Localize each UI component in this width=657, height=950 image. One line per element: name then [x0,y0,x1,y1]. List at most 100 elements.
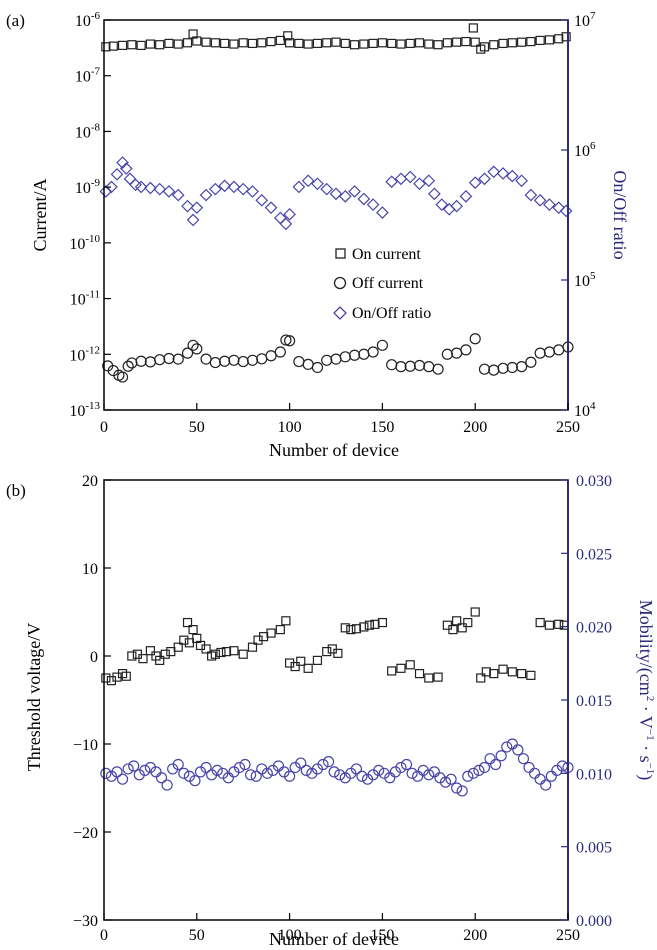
mobility-point [322,755,335,768]
x-tick-label: 50 [189,419,205,436]
mobility-point [451,782,463,794]
on-current-point [340,38,350,49]
x-tick-label: 150 [370,419,394,436]
ratio-point [524,188,538,202]
threshold-voltage-point [498,664,508,674]
mobility-point [523,761,535,774]
off-current-point [172,353,184,365]
mobility-point [172,758,184,771]
off-current-point [154,354,166,366]
threshold-voltage-point [526,670,536,680]
mobility-point [400,758,413,771]
off-current-point [488,364,500,376]
threshold-voltage-point [333,648,343,658]
threshold-voltage-point [101,673,111,683]
mobility-point [155,772,168,784]
threshold-voltage-point [364,620,375,630]
ratio-point [181,199,194,213]
off-current-point [497,362,509,374]
mobility-point [317,758,329,771]
mobility-point [300,764,312,777]
y-tick-label-b: 10 [82,561,98,578]
mobility-point [328,766,340,778]
on-current-point [470,37,480,47]
on-current-point [479,42,490,52]
threshold-voltage-point [481,667,491,677]
mobility-point [356,770,368,782]
off-current-point [348,349,361,361]
on-current-point [117,40,128,51]
off-current-point [395,361,407,373]
ratio-point [422,174,436,188]
ratio-point [442,202,456,216]
threshold-voltage-point [184,638,194,648]
ratio-point [236,182,250,196]
ratio-point [468,176,482,190]
on-current-point [266,36,276,47]
plot-area-frame [103,19,569,411]
off-current-point [358,348,370,360]
threshold-voltage-point [396,663,406,673]
mobility-point [439,776,452,788]
ratio-point [413,177,426,191]
threshold-voltage-point [340,623,350,633]
off-current-point [246,354,259,366]
off-current-point [163,352,175,365]
ratio-point [459,190,473,203]
on-current-point [554,34,564,44]
mobility-point [428,766,440,778]
ratio-point [435,198,449,211]
legend-marker-off-current [333,276,347,290]
threshold-voltage-point [296,656,306,666]
y2-tick-label: 107 [574,10,596,30]
mobility-point [334,769,346,781]
off-current-point [256,353,268,365]
off-current-point [478,363,491,375]
y-tick-label-b: −10 [73,737,98,754]
threshold-voltage-point [507,667,517,677]
mobility-point [350,763,363,775]
y2-tick-label-b: 0.010 [576,766,612,783]
on-current-point [433,40,443,50]
ratio-point [543,198,556,211]
off-current-point [386,359,398,371]
off-current-point [469,333,481,345]
y2-axis-ticks: 104 105 106 107 [561,10,596,420]
on-current-point [331,37,341,47]
ratio-point [123,172,137,186]
off-current-point [219,355,231,367]
ratio-point [357,192,371,206]
y-axis-ticks: 10-13 10-12 10-11 10-10 10-9 10-8 10-7 10-6 [69,10,111,420]
ratio-point [329,187,343,201]
mobility-point [178,767,190,779]
x-axis-label-b: Number of device [269,929,399,949]
x-tick-label-b: 150 [370,927,394,944]
threshold-voltage-point [470,607,480,617]
threshold-voltage-point [188,624,198,635]
y2-tick-label-b: 0.015 [576,693,612,710]
on-current-point [396,39,406,49]
ratio-point [218,179,231,193]
ratio-point [515,174,528,188]
on-current-point [561,32,571,42]
on-current-point [294,38,304,49]
mobility-point [490,758,502,771]
on-current-point [182,38,193,48]
mobility-point [250,770,262,782]
mobility-point [373,764,385,777]
y-tick-label: 10-6 [75,10,101,30]
off-current-point [265,350,277,362]
ratio-point [301,174,315,188]
threshold-voltage-point [138,654,148,664]
on-current-point [414,38,425,48]
on-current-point [349,40,360,50]
mobility-point [222,772,234,784]
ratio-point [171,188,185,202]
off-current-point [553,344,565,356]
off-current-point [367,346,379,358]
off-current-point [330,353,342,365]
mobility-point [384,772,396,784]
threshold-voltage-point [359,622,369,632]
ratio-point [338,190,352,203]
legend-marker-on-current [335,248,346,259]
